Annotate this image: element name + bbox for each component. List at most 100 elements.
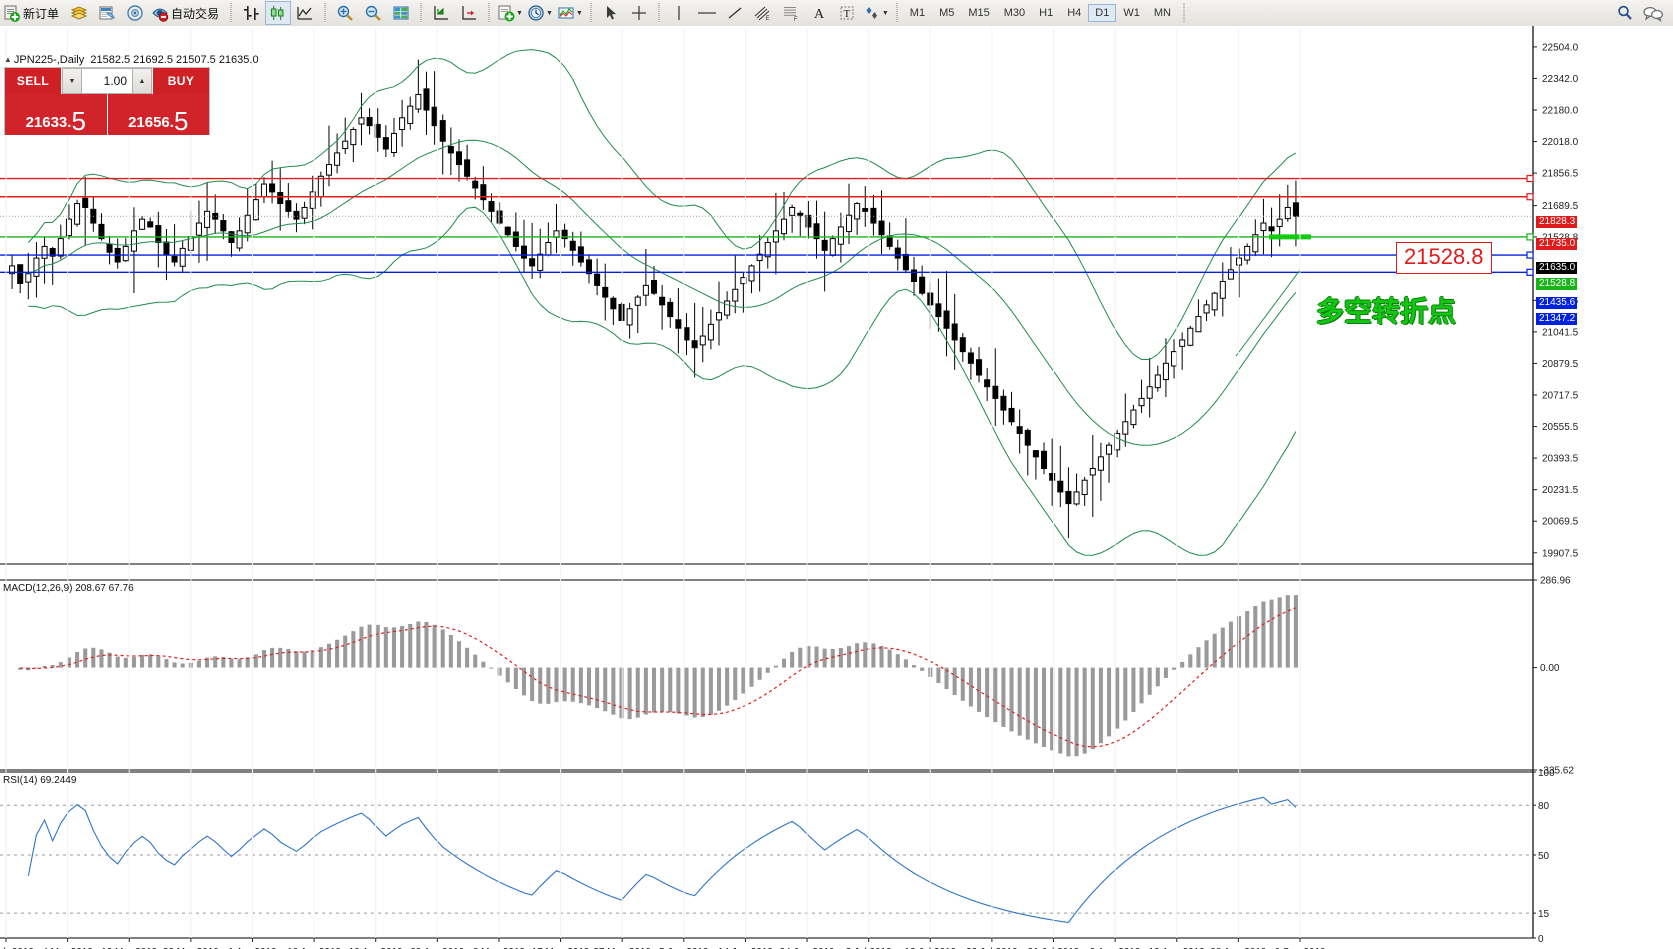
timeframe-h4[interactable]: H4 (1067, 7, 1082, 19)
autotrade-button[interactable]: 自动交易 (149, 1, 225, 25)
chevron-down-icon[interactable]: ▼ (516, 9, 523, 17)
macd-signal-line (20, 607, 1297, 748)
price-callout[interactable]: 21528.8 (1396, 242, 1492, 274)
svg-text:0: 0 (1538, 934, 1544, 945)
period-button[interactable]: ▼ (525, 1, 555, 25)
price-label-last-price[interactable]: 21635.0 (1536, 262, 1578, 274)
zoom-in-button[interactable] (331, 1, 359, 25)
toolbar-separator (419, 3, 424, 23)
price-label-resistance-2[interactable]: 21735.0 (1536, 238, 1578, 250)
svg-text:3 Jul 2019: 3 Jul 2019 (846, 947, 893, 949)
profiles-icon (70, 6, 88, 20)
chat-button[interactable] (1639, 1, 1667, 25)
bar-chart-button[interactable] (237, 1, 265, 25)
sell-button[interactable]: SELL (5, 68, 61, 94)
price-label-pivot-green[interactable]: 21528.8 (1536, 278, 1578, 290)
svg-text:19 Aug 2019: 19 Aug 2019 (1149, 947, 1206, 949)
svg-text:F: F (794, 17, 798, 22)
fibonacci-button[interactable]: F (777, 1, 805, 25)
svg-text:19907.5: 19907.5 (1542, 548, 1579, 559)
crosshair-button[interactable] (625, 1, 653, 25)
text-label-button[interactable]: T (833, 1, 861, 25)
svg-text:15: 15 (1538, 909, 1550, 920)
trendline-button[interactable] (721, 1, 749, 25)
timeframe-m30[interactable]: M30 (1003, 7, 1026, 19)
volume-down-button[interactable]: ▼ (62, 68, 82, 94)
chart-canvas[interactable]: 22504.0 22342.0 22180.0 22018.0 21856.5 21689… (0, 26, 1673, 949)
candlestick-chart-button[interactable] (265, 1, 292, 25)
buy-button[interactable]: BUY (153, 68, 209, 94)
svg-text:21856.5: 21856.5 (1542, 169, 1579, 180)
equidistant-channel-button[interactable]: E (749, 1, 777, 25)
chevron-down-icon[interactable]: ▼ (575, 9, 583, 17)
text-icon: A (814, 7, 825, 22)
navigator-button[interactable] (121, 1, 149, 25)
buy-price-fraction: 5 (173, 105, 189, 136)
indicators-button[interactable]: ▼ (555, 1, 585, 25)
chart-svg[interactable]: 22504.0 22342.0 22180.0 22018.0 21856.5 21689… (0, 26, 1673, 949)
rsi-caption: RSI(14) 69.2449 (3, 775, 77, 786)
buy-price[interactable]: 21656 . 5 (107, 94, 209, 136)
timeframe-m1[interactable]: M1 (909, 7, 926, 19)
chinese-annotation[interactable]: 多空转折点 (1316, 295, 1457, 328)
chevron-down-icon[interactable]: ▼ (545, 9, 553, 17)
price-label-support-1[interactable]: 21435.6 (1536, 297, 1578, 309)
new-order-button[interactable]: 新订单 (0, 1, 65, 25)
templates-icon (498, 5, 515, 22)
volume-input[interactable]: 1.00 (82, 68, 132, 94)
svg-text:31 Jul 2019: 31 Jul 2019 (1028, 947, 1080, 949)
vertical-line-button[interactable] (665, 1, 693, 25)
shapes-icon (866, 7, 877, 19)
channel-icon: E (754, 6, 769, 22)
data-window-button[interactable] (387, 1, 415, 25)
svg-text:100: 100 (1538, 768, 1555, 779)
svg-text:A: A (814, 7, 825, 22)
svg-text:22342.0: 22342.0 (1542, 74, 1579, 85)
svg-text:17 May 2019: 17 May 2019 (532, 947, 590, 949)
toolbar-separator (229, 3, 234, 23)
text-label-icon: T (840, 6, 854, 20)
svg-text:22504.0: 22504.0 (1542, 42, 1579, 53)
timeframe-d1[interactable]: D1 (1088, 4, 1117, 22)
svg-text:E: E (765, 16, 769, 22)
market-watch-button[interactable] (93, 1, 121, 25)
svg-text:28 Aug 2019: 28 Aug 2019 (1210, 947, 1267, 949)
svg-text:8 May 2019: 8 May 2019 (473, 947, 526, 949)
one-click-trade-panel[interactable]: SELL ▼ 1.00 ▲ BUY 21633 . 5 21656 . 5 (4, 67, 210, 135)
line-chart-button[interactable] (291, 1, 319, 25)
toolbar-separator (588, 3, 593, 23)
find-button[interactable] (1611, 1, 1639, 25)
volume-stepper[interactable]: ▼ 1.00 ▲ (61, 68, 153, 94)
templates-button[interactable]: ▼ (495, 1, 525, 25)
svg-text:14 Jun 2019: 14 Jun 2019 (718, 947, 773, 949)
svg-text:20069.5: 20069.5 (1542, 517, 1579, 528)
auto-scroll-button[interactable] (455, 1, 483, 25)
toolbar-separator (656, 3, 661, 23)
sell-price[interactable]: 21633 . 5 (5, 94, 108, 135)
toolbar-separator (487, 3, 492, 23)
chart-shift-button[interactable] (427, 1, 455, 25)
timeframe-m15[interactable]: M15 (968, 7, 990, 19)
svg-text:21528.8: 21528.8 (1542, 232, 1579, 243)
zoom-out-button[interactable] (359, 1, 387, 25)
timeframe-m5[interactable]: M5 (939, 7, 955, 19)
cursor-button[interactable] (597, 1, 625, 25)
sell-price-fraction: 5 (71, 105, 86, 136)
collapse-icon[interactable]: ▲ (4, 55, 12, 64)
price-label-resistance-1[interactable]: 21828.3 (1536, 216, 1578, 228)
profiles-button[interactable] (65, 1, 93, 25)
timeframe-w1[interactable]: W1 (1123, 7, 1140, 19)
timeframe-mn[interactable]: MN (1153, 7, 1171, 19)
toolbar-separator (323, 3, 328, 23)
text-button[interactable]: A (805, 1, 833, 25)
svg-text:21689.5: 21689.5 (1542, 201, 1579, 212)
chevron-down-icon[interactable]: ▼ (881, 9, 889, 17)
timeframe-h1[interactable]: H1 (1039, 7, 1054, 19)
symbol-name: JPN225-,Daily (13, 54, 85, 66)
horizontal-line-button[interactable] (693, 1, 721, 25)
trade-panel-top: SELL ▼ 1.00 ▲ BUY (5, 68, 209, 94)
svg-text:27 May 2019: 27 May 2019 (593, 947, 651, 949)
volume-up-button[interactable]: ▲ (132, 68, 152, 94)
shapes-button[interactable]: ▼ (861, 1, 891, 25)
price-label-support-2[interactable]: 21347.2 (1536, 313, 1578, 325)
